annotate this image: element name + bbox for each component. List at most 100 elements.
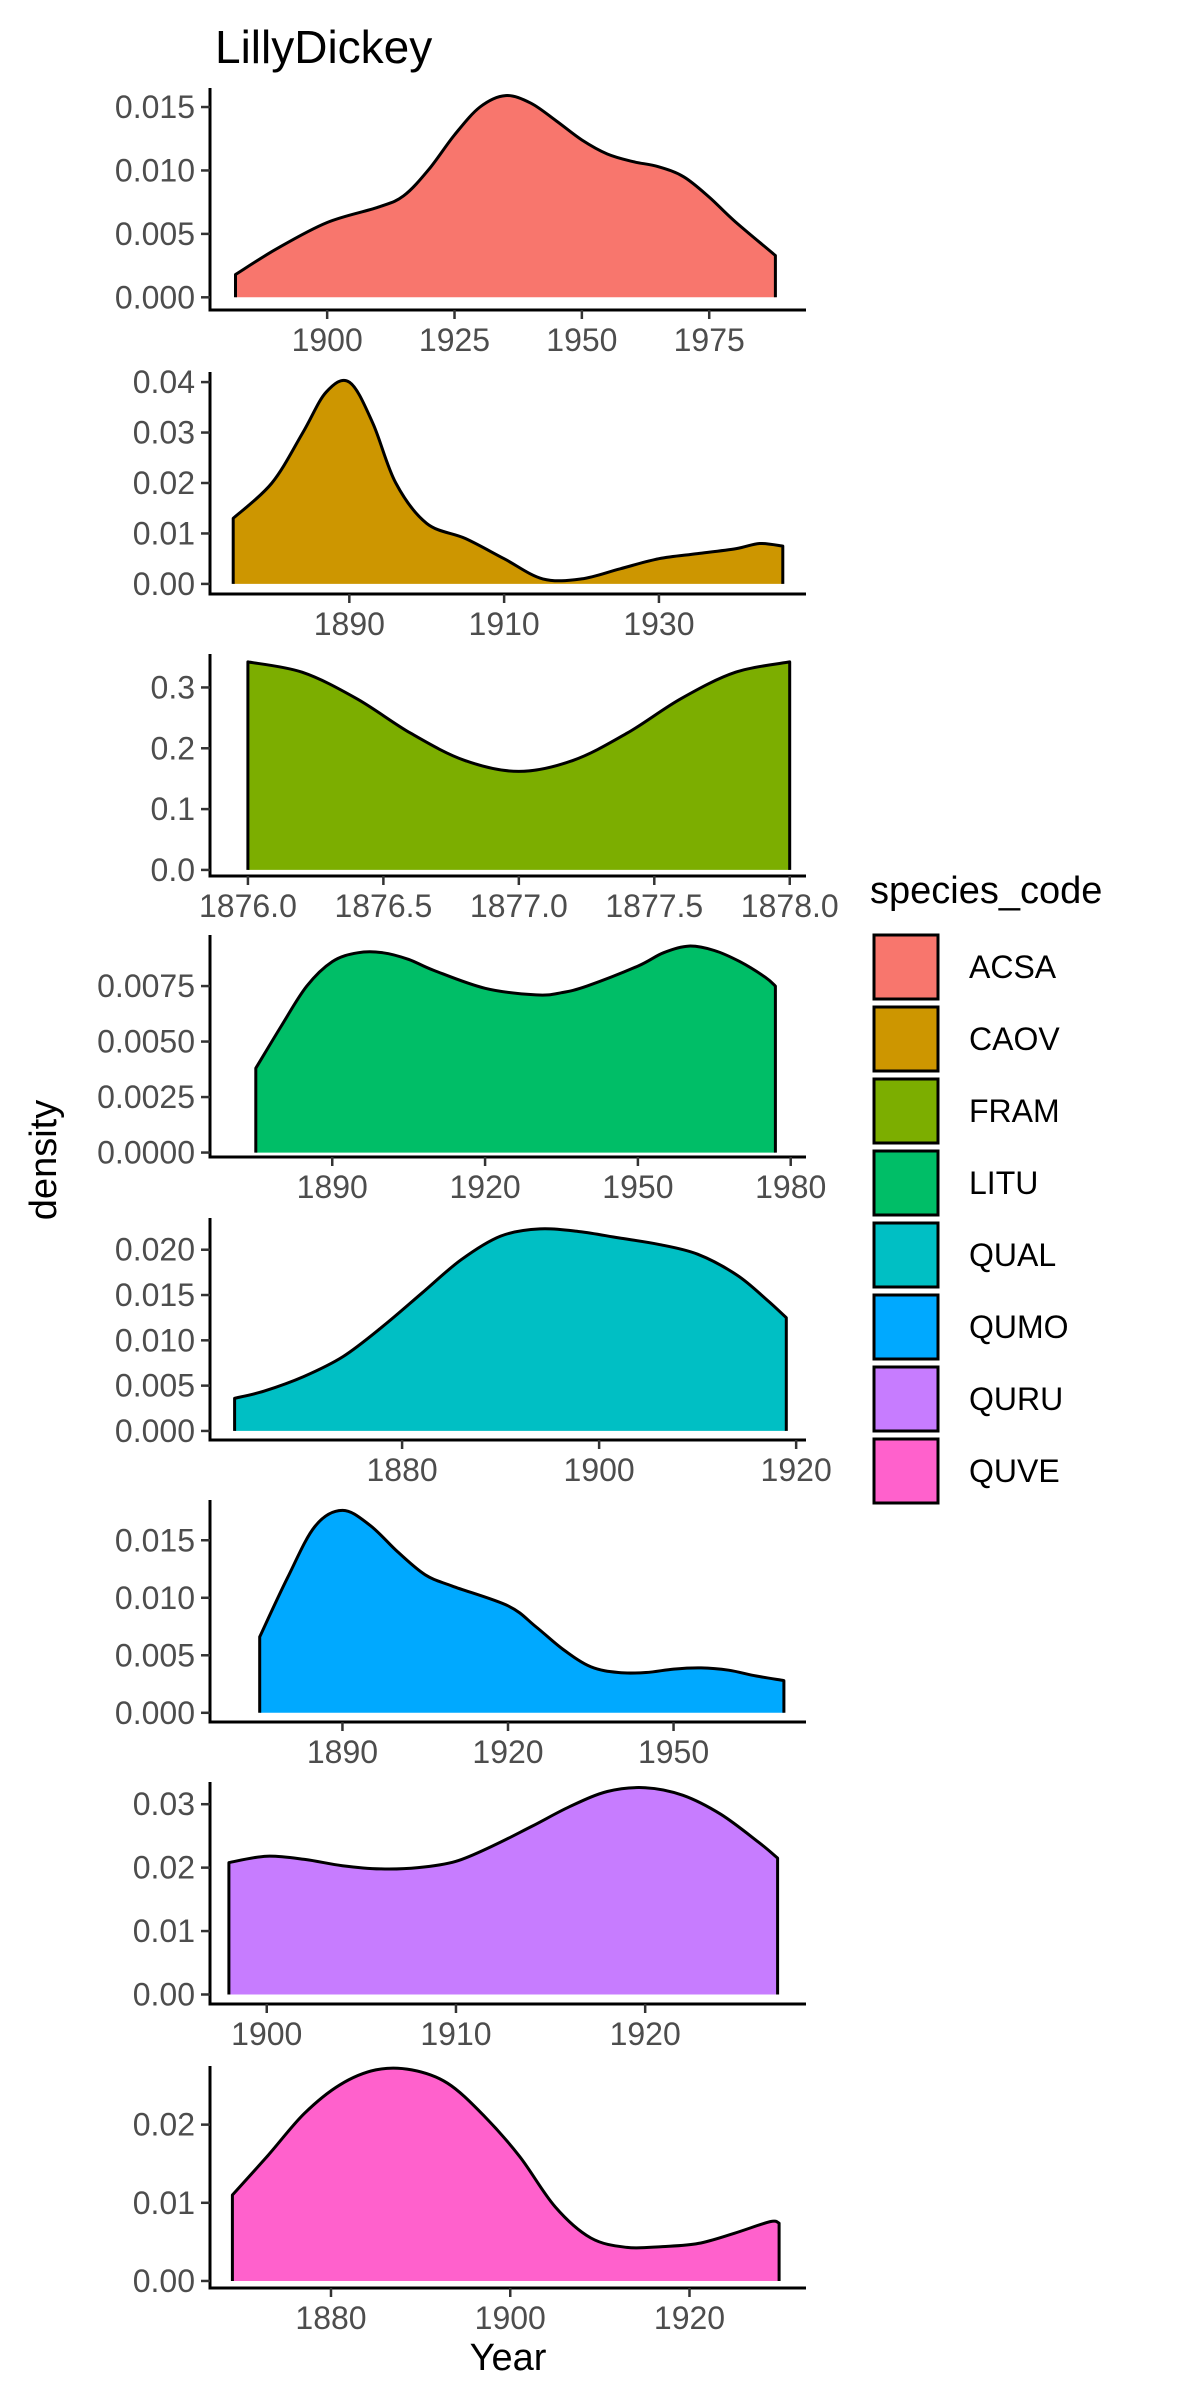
x-tick-label-quve: 1880 [295,2300,366,2336]
y-tick-label-litu: 0.0050 [97,1024,195,1060]
y-tick-label-caov: 0.04 [133,364,195,400]
x-tick-label-acsa: 1900 [292,322,363,358]
y-tick-label-litu: 0.0025 [97,1079,195,1115]
legend-swatch-acsa [872,933,940,1001]
y-tick-label-quve: 0.02 [133,2107,195,2143]
x-tick-label-qumo: 1920 [472,1734,543,1770]
density-line-qumo [258,1508,786,1713]
y-tick-label-fram: 0.3 [151,669,195,705]
x-tick-label-fram: 1877.0 [470,888,568,924]
y-tick-label-qumo: 0.000 [115,1695,195,1731]
panel-qumo: 0.000 0.005 0.010 0.015 1890 1920 1950 [115,1500,806,1770]
y-tick-label-quve: 0.00 [133,2263,195,2299]
y-tick-label-qual: 0.005 [115,1368,195,1404]
x-tick-label-caov: 1890 [314,606,385,642]
y-tick-label-caov: 0.01 [133,515,195,551]
legend-swatch-fram [872,1077,940,1145]
legend-item-acsa: ACSA [872,933,1057,1001]
y-tick-label-litu: 0.0000 [97,1135,195,1171]
panel-qual: 0.000 0.005 0.010 0.015 0.020 1880 1900 1920 [115,1218,832,1488]
x-tick-label-quru: 1920 [610,2016,681,2052]
y-tick-label-fram: 0.2 [151,730,195,766]
x-tick-label-fram: 1878.0 [741,888,839,924]
y-tick-label-quru: 0.02 [133,1850,195,1886]
x-tick-label-litu: 1890 [297,1169,368,1205]
density-line-litu [254,944,777,1153]
legend-swatch-quru [872,1365,940,1433]
density-area-quve [232,2068,780,2281]
density-area-qumo [259,1510,784,1713]
y-tick-label-qumo: 0.005 [115,1637,195,1673]
legend-label-acsa: ACSA [969,949,1057,985]
x-tick-label-qual: 1920 [761,1452,832,1488]
y-tick-label-caov: 0.00 [133,566,195,602]
density-line-acsa [234,94,777,298]
y-tick-label-fram: 0.1 [151,791,195,827]
y-tick-label-quru: 0.03 [133,1786,195,1822]
y-tick-label-qual: 0.020 [115,1232,195,1268]
x-tick-label-qumo: 1890 [307,1734,378,1770]
x-tick-label-litu: 1920 [449,1169,520,1205]
panel-litu: 0.0000 0.0025 0.0050 0.0075 1890 1920 1950 1980 [97,935,826,1205]
y-tick-label-acsa: 0.015 [115,89,195,125]
x-tick-label-caov: 1930 [623,606,694,642]
x-tick-label-qumo: 1950 [638,1734,709,1770]
panel-fram: 0.0 0.1 0.2 0.3 1876.0 1876.5 1877.0 1877.5 1878… [151,654,839,924]
density-line-fram [246,660,792,870]
x-tick-label-caov: 1910 [469,606,540,642]
density-line-quru [227,1786,780,1995]
legend-swatch-litu [872,1149,940,1217]
x-tick-label-fram: 1876.5 [334,888,432,924]
legend-item-qual: QUAL [872,1221,1056,1289]
y-tick-label-quve: 0.01 [133,2185,195,2221]
legend-item-fram: FRAM [872,1077,1060,1145]
legend-label-fram: FRAM [969,1093,1060,1129]
legend-swatch-quve [872,1437,940,1505]
x-tick-label-acsa: 1975 [674,322,745,358]
density-line-qual [233,1227,788,1431]
density-area-fram [247,661,790,870]
legend-swatch-qumo [872,1293,940,1361]
density-area-litu [255,946,776,1153]
legend-swatch-qual [872,1221,940,1289]
y-tick-label-fram: 0.0 [151,852,195,888]
legend-item-quve: QUVE [872,1437,1060,1505]
x-axis-title: Year [470,2337,547,2379]
y-tick-label-qumo: 0.015 [115,1522,195,1558]
x-tick-label-acsa: 1950 [546,322,617,358]
density-area-acsa [235,95,776,298]
x-tick-label-quve: 1900 [475,2300,546,2336]
y-tick-label-caov: 0.02 [133,465,195,501]
panel-quve: 0.00 0.01 0.02 1880 1900 1920 [133,2066,806,2336]
x-tick-label-quru: 1910 [420,2016,491,2052]
y-tick-label-qual: 0.015 [115,1277,195,1313]
panel-caov: 0.00 0.01 0.02 0.03 0.04 1890 1910 1930 [133,364,806,642]
legend-label-quru: QURU [969,1381,1063,1417]
legend-item-caov: CAOV [872,1005,1060,1073]
legend-title: species_code [870,870,1102,912]
x-tick-label-acsa: 1925 [419,322,490,358]
legend-swatch-caov [872,1005,940,1073]
y-tick-label-quru: 0.01 [133,1913,195,1949]
y-tick-label-qual: 0.000 [115,1413,195,1449]
legend-label-qual: QUAL [969,1237,1056,1273]
x-tick-label-quru: 1900 [231,2016,302,2052]
panel-quru: 0.00 0.01 0.02 0.03 1900 1910 1920 [133,1782,806,2052]
legend-item-litu: LITU [872,1149,1038,1217]
legend-label-quve: QUVE [969,1453,1060,1489]
density-area-caov [233,380,783,584]
y-tick-label-acsa: 0.000 [115,279,195,315]
x-tick-label-fram: 1876.0 [199,888,297,924]
y-tick-label-litu: 0.0075 [97,968,195,1004]
y-tick-label-caov: 0.03 [133,415,195,451]
x-tick-label-fram: 1877.5 [605,888,703,924]
y-tick-label-qumo: 0.010 [115,1580,195,1616]
y-tick-label-acsa: 0.005 [115,216,195,252]
legend-label-litu: LITU [969,1165,1038,1201]
density-line-quve [230,2066,781,2281]
legend-items: ACSA CAOV FRAM LITU QUAL QUMO QURU QUVE [872,933,1069,1505]
x-tick-label-litu: 1980 [755,1169,826,1205]
x-tick-label-qual: 1880 [367,1452,438,1488]
legend-item-qumo: QUMO [872,1293,1069,1361]
